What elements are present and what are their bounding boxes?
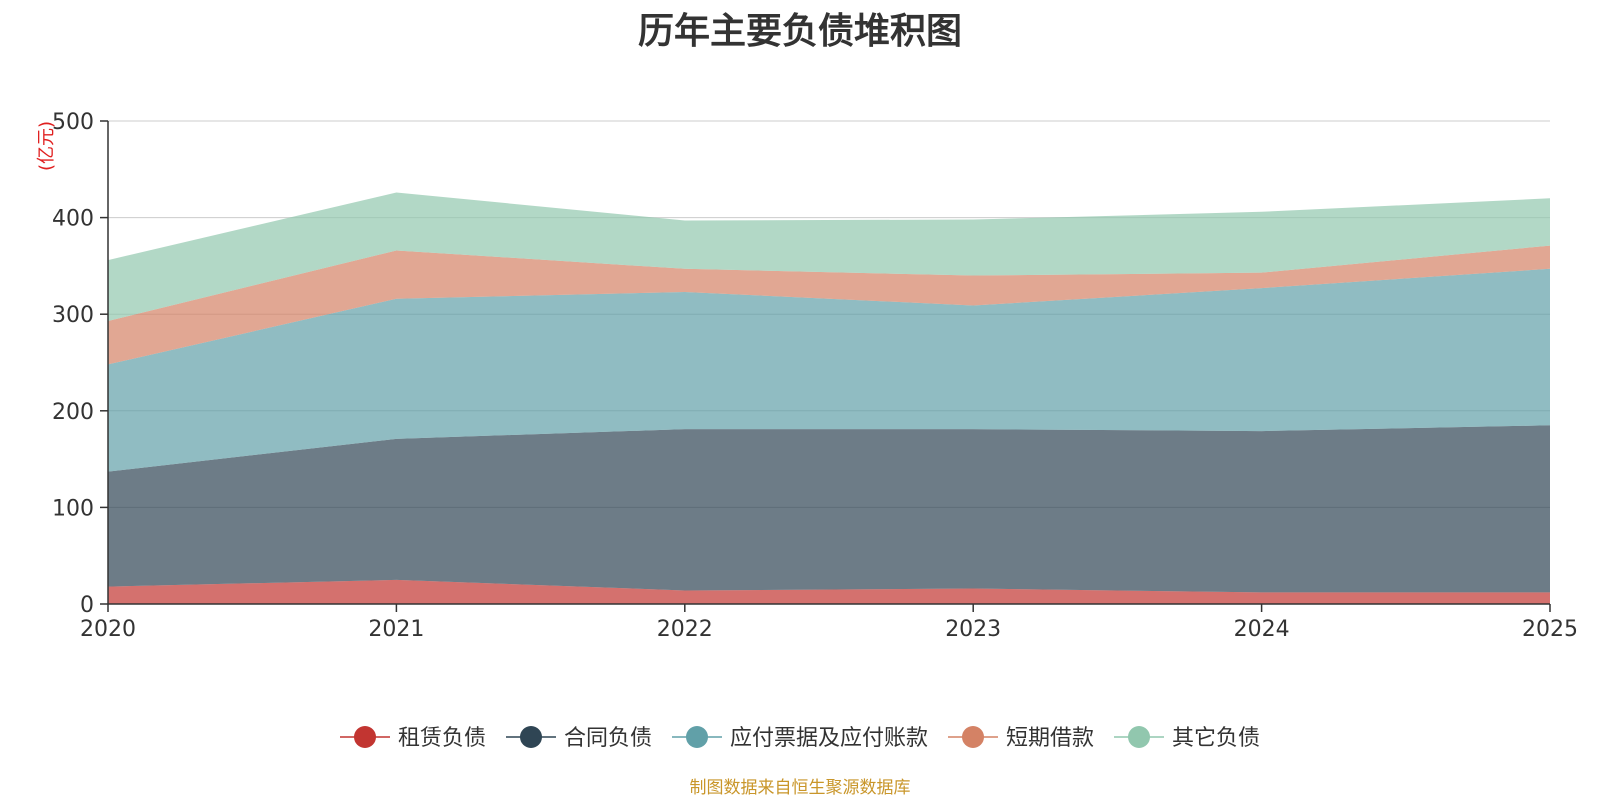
x-tick-label: 2023	[945, 617, 1001, 642]
legend: 租赁负债 合同负债 应付票据及应付账款 短期借款 其它负债	[340, 726, 1260, 751]
x-tick-label: 2025	[1522, 617, 1578, 642]
legend-label: 合同负债	[564, 726, 652, 751]
legend-label: 应付票据及应付账款	[730, 726, 928, 751]
y-tick-label: 300	[52, 303, 94, 328]
y-tick-label: 0	[80, 593, 94, 618]
legend-marker	[520, 726, 542, 748]
y-tick-label: 400	[52, 207, 94, 232]
legend-marker	[1128, 726, 1150, 748]
legend-item-1[interactable]: 租赁负债	[340, 726, 486, 751]
x-tick-label: 2024	[1234, 617, 1290, 642]
x-tick-label: 2020	[80, 617, 136, 642]
legend-marker	[962, 726, 984, 748]
legend-marker	[686, 726, 708, 748]
legend-marker	[354, 726, 376, 748]
area-series-1[interactable]	[108, 579, 1550, 604]
legend-item-5[interactable]: 其它负债	[1114, 726, 1260, 751]
legend-label: 租赁负债	[398, 726, 486, 751]
legend-item-3[interactable]: 应付票据及应付账款	[672, 726, 928, 751]
y-tick-label: 500	[52, 110, 94, 135]
source-note: 制图数据来自恒生聚源数据库	[689, 778, 911, 798]
area-series-4[interactable]	[108, 245, 1550, 365]
y-axis-unit-label: (亿元)	[36, 121, 57, 171]
legend-label: 短期借款	[1006, 726, 1094, 751]
chart-title: 历年主要负债堆积图	[637, 11, 962, 52]
legend-item-2[interactable]: 合同负债	[506, 726, 652, 751]
legend-label: 其它负债	[1172, 726, 1260, 751]
axis-layer: 0 100 200 300 400 500 2020 2021 2022 2023 2024 2025	[52, 110, 1578, 642]
area-layer	[108, 192, 1550, 604]
area-series-5[interactable]	[108, 192, 1550, 321]
area-series-3[interactable]	[108, 268, 1550, 472]
area-series-2[interactable]	[108, 425, 1550, 593]
legend-item-4[interactable]: 短期借款	[948, 726, 1094, 751]
x-tick-label: 2021	[368, 617, 424, 642]
y-tick-label: 200	[52, 400, 94, 425]
x-tick-label: 2022	[657, 617, 713, 642]
y-tick-label: 100	[52, 496, 94, 521]
